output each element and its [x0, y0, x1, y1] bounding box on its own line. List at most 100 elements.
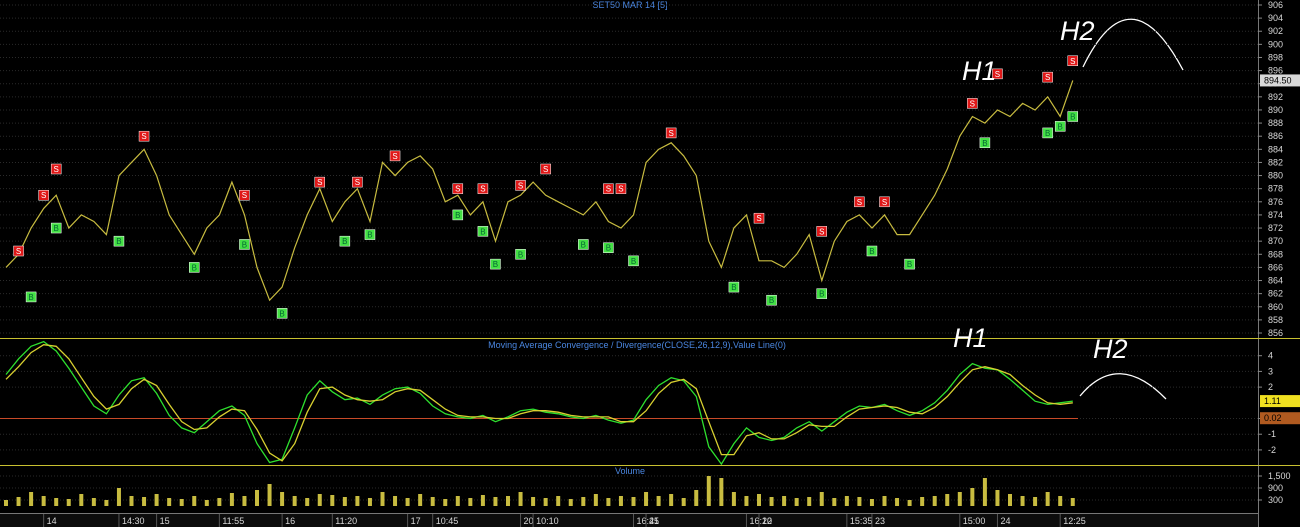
x-tick-label: 23	[875, 516, 885, 526]
y-tick-label: 864	[1268, 276, 1283, 286]
buy-marker: B	[477, 226, 489, 237]
x-tick-label: 10:10	[536, 516, 559, 526]
volume-bar	[1020, 496, 1025, 506]
volume-bar	[1033, 497, 1038, 506]
signal-label: S	[970, 99, 975, 108]
signal-box	[389, 150, 401, 162]
x-tick-label: 22	[762, 516, 772, 526]
volume-bar	[292, 496, 297, 506]
volume-bar	[192, 496, 197, 506]
signal-label: B	[116, 237, 121, 246]
volume-bar	[518, 492, 523, 506]
signal-label: B	[631, 257, 636, 266]
volume-bar	[229, 493, 234, 506]
x-tick-label: 24	[1000, 516, 1010, 526]
buy-marker: B	[628, 255, 639, 267]
y-tick-label: 866	[1268, 262, 1283, 272]
y-tick-label: -1	[1268, 429, 1276, 439]
sell-marker: S	[239, 189, 250, 201]
volume-bar	[869, 499, 874, 506]
y-tick-label: 3	[1268, 366, 1273, 376]
volume-bar	[1008, 494, 1012, 506]
buy-marker: B	[239, 239, 250, 250]
volume-bar	[255, 490, 259, 506]
signal-label: S	[606, 185, 611, 194]
volume-bar	[418, 494, 423, 506]
sell-marker: S	[38, 189, 49, 201]
signal-box	[1042, 71, 1053, 83]
signal-label: B	[982, 139, 987, 148]
y-tick-label: 856	[1268, 328, 1283, 338]
signal-box	[904, 258, 915, 270]
signal-box	[515, 249, 526, 260]
volume-bar	[656, 496, 661, 506]
volume-bar	[982, 478, 987, 506]
y-tick-label: 882	[1268, 157, 1283, 167]
signal-label: B	[54, 224, 59, 233]
sell-marker: S	[452, 183, 464, 194]
volume-bar	[895, 498, 900, 506]
volume-bar	[807, 497, 812, 506]
signal-label: S	[543, 165, 548, 174]
signal-label: S	[995, 70, 1000, 79]
signal-label: B	[1058, 122, 1063, 131]
signal-label: B	[28, 293, 33, 302]
annotation: H2	[1060, 16, 1095, 46]
signal-box	[1054, 121, 1066, 132]
sell-marker: S	[540, 163, 551, 175]
signal-box	[603, 183, 614, 194]
buy-marker: B	[50, 222, 62, 234]
last-value-label: 1.11	[1264, 396, 1281, 406]
signal-box	[339, 235, 351, 247]
signal-box	[364, 229, 376, 240]
signal-box	[766, 294, 777, 306]
signal-box	[615, 183, 627, 194]
volume-bar	[957, 492, 962, 506]
volume-bar	[606, 498, 611, 506]
volume-bar	[430, 497, 435, 506]
y-tick-label: 2	[1268, 382, 1273, 392]
volume-bar	[907, 500, 912, 506]
volume-bar	[757, 494, 761, 506]
volume-bar	[694, 490, 699, 506]
sell-marker: S	[138, 130, 150, 142]
signal-label: B	[769, 296, 774, 305]
x-tick-label: 11:20	[335, 516, 357, 526]
y-tick-label: 900	[1268, 483, 1283, 493]
signal-label: S	[355, 178, 360, 187]
volume-bar	[581, 497, 586, 506]
volume-bar	[995, 490, 1000, 506]
annotation: H1	[962, 56, 997, 86]
volume-bar	[1058, 496, 1063, 506]
y-tick-label: 906	[1268, 0, 1283, 10]
volume-bar	[644, 492, 649, 506]
signal-box	[992, 68, 1003, 80]
volume-bar	[920, 497, 925, 506]
volume-bar	[179, 499, 184, 506]
signal-box	[879, 196, 890, 208]
x-tick-label: 16	[285, 516, 295, 526]
signal-label: B	[493, 260, 498, 269]
sell-marker: S	[1067, 55, 1078, 67]
volume-bar	[104, 500, 109, 506]
volume-bar	[844, 496, 849, 506]
y-tick-label: 874	[1268, 210, 1283, 220]
y-tick-label: 862	[1268, 289, 1283, 299]
buy-marker: B	[728, 281, 740, 293]
x-tick-label: 17	[411, 516, 421, 526]
signal-label: S	[141, 132, 146, 141]
signal-box	[50, 163, 62, 175]
signal-box	[239, 189, 250, 201]
volume-bar	[681, 498, 686, 506]
volume-bar	[154, 494, 159, 506]
macd-title: Moving Average Convergence / Divergence(…	[488, 340, 786, 350]
sell-marker: S	[352, 176, 363, 188]
volume-bar	[41, 496, 46, 506]
volume-bar	[242, 496, 247, 506]
signal-box	[578, 239, 589, 250]
volume-bar	[380, 492, 385, 506]
last-value-box	[1260, 412, 1300, 425]
signal-label: B	[342, 237, 347, 246]
signal-label: B	[581, 240, 586, 249]
y-tick-label: 888	[1268, 118, 1283, 128]
